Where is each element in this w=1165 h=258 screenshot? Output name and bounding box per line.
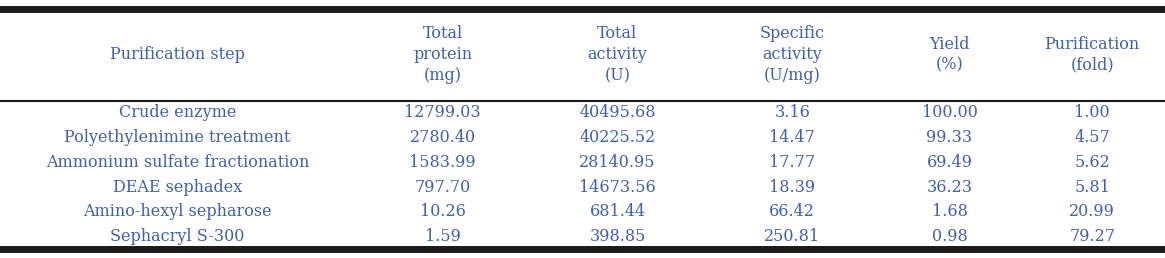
Text: 36.23: 36.23 (926, 179, 973, 196)
Text: 1583.99: 1583.99 (409, 154, 476, 171)
Text: 28140.95: 28140.95 (579, 154, 656, 171)
Text: 1.00: 1.00 (1074, 104, 1110, 122)
Text: Crude enzyme: Crude enzyme (119, 104, 236, 122)
Text: 79.27: 79.27 (1069, 228, 1115, 245)
Text: DEAE sephadex: DEAE sephadex (113, 179, 242, 196)
Text: 14673.56: 14673.56 (579, 179, 656, 196)
Text: 398.85: 398.85 (589, 228, 645, 245)
Text: 1.59: 1.59 (425, 228, 460, 245)
Text: 66.42: 66.42 (769, 203, 816, 220)
Text: Purification step: Purification step (111, 46, 245, 63)
Text: Yield
(%): Yield (%) (930, 36, 969, 74)
Text: 681.44: 681.44 (589, 203, 645, 220)
Text: Specific
activity
(U/mg): Specific activity (U/mg) (760, 26, 825, 84)
Text: 2780.40: 2780.40 (410, 129, 475, 146)
Text: Purification
(fold): Purification (fold) (1045, 36, 1139, 74)
Text: 3.16: 3.16 (775, 104, 810, 122)
Text: 14.47: 14.47 (769, 129, 816, 146)
Text: 20.99: 20.99 (1069, 203, 1115, 220)
Text: Total
activity
(U): Total activity (U) (587, 26, 648, 84)
Text: 100.00: 100.00 (922, 104, 977, 122)
Text: Polyethylenimine treatment: Polyethylenimine treatment (64, 129, 291, 146)
Text: 18.39: 18.39 (769, 179, 816, 196)
Text: 1.68: 1.68 (932, 203, 967, 220)
Text: Sephacryl S-300: Sephacryl S-300 (111, 228, 245, 245)
Text: 17.77: 17.77 (769, 154, 816, 171)
Text: 69.49: 69.49 (926, 154, 973, 171)
Text: 4.57: 4.57 (1074, 129, 1110, 146)
Text: 797.70: 797.70 (415, 179, 471, 196)
Text: Amino-hexyl sepharose: Amino-hexyl sepharose (84, 203, 271, 220)
Text: Total
protein
(mg): Total protein (mg) (414, 26, 472, 84)
Text: 40225.52: 40225.52 (579, 129, 656, 146)
Text: Ammonium sulfate fractionation: Ammonium sulfate fractionation (45, 154, 310, 171)
Text: 10.26: 10.26 (419, 203, 466, 220)
Text: 250.81: 250.81 (764, 228, 820, 245)
Text: 12799.03: 12799.03 (404, 104, 481, 122)
Text: 99.33: 99.33 (926, 129, 973, 146)
Text: 5.62: 5.62 (1074, 154, 1110, 171)
Text: 0.98: 0.98 (932, 228, 967, 245)
Text: 5.81: 5.81 (1074, 179, 1110, 196)
Text: 40495.68: 40495.68 (579, 104, 656, 122)
